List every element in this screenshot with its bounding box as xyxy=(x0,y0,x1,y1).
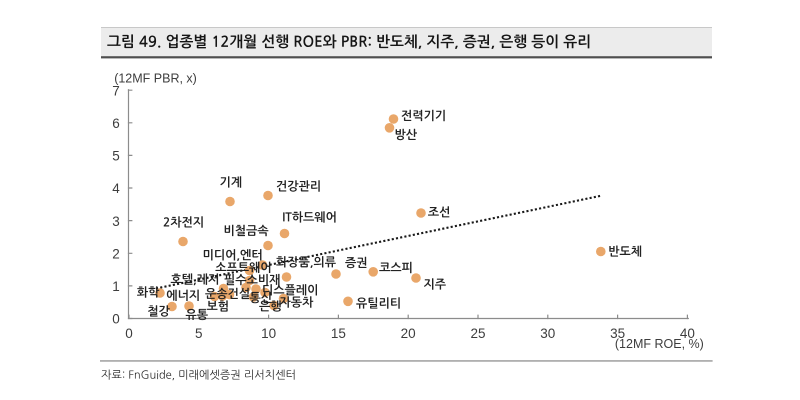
svg-text:5: 5 xyxy=(195,326,203,341)
svg-text:15: 15 xyxy=(331,326,346,341)
svg-text:10: 10 xyxy=(261,326,276,341)
svg-text:3: 3 xyxy=(112,214,120,229)
svg-text:(12MF ROE, %): (12MF ROE, %) xyxy=(615,337,704,351)
svg-text:40: 40 xyxy=(680,326,695,341)
svg-text:0: 0 xyxy=(112,312,120,327)
svg-text:6: 6 xyxy=(112,116,120,131)
svg-text:1: 1 xyxy=(112,279,120,294)
svg-text:35: 35 xyxy=(610,326,625,341)
svg-text:0: 0 xyxy=(125,326,133,341)
svg-text:25: 25 xyxy=(470,326,485,341)
svg-text:2: 2 xyxy=(112,247,120,262)
svg-text:7: 7 xyxy=(112,83,120,98)
svg-text:20: 20 xyxy=(401,326,416,341)
svg-text:4: 4 xyxy=(112,181,120,196)
svg-text:30: 30 xyxy=(540,326,555,341)
svg-text:5: 5 xyxy=(112,149,120,164)
svg-text:(12MF PBR, x): (12MF PBR, x) xyxy=(114,72,197,86)
